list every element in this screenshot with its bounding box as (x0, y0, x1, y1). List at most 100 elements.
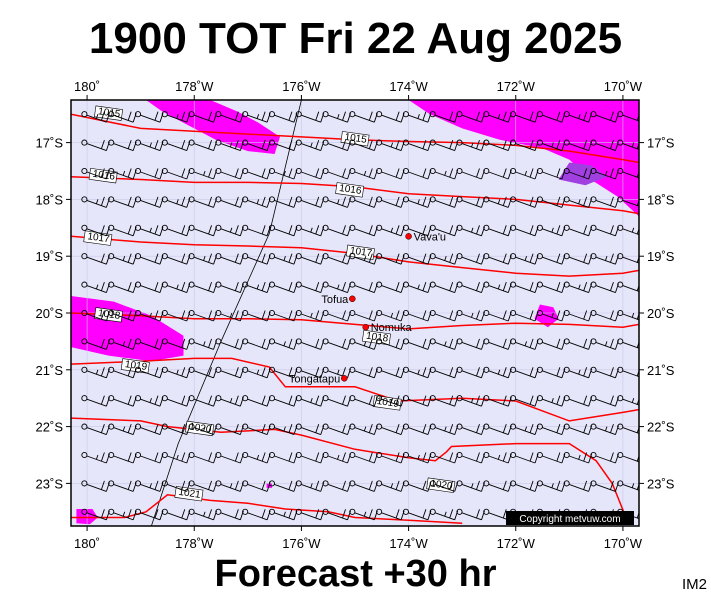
wind-barb (295, 253, 325, 265)
wind-barb (242, 366, 271, 379)
place-label: Nomuka (371, 322, 413, 334)
wind-barb (510, 139, 539, 152)
wind-barb (349, 253, 378, 265)
x-tick-label-bottom: 170˚W (604, 536, 643, 551)
x-tick-label-bottom: 178˚W (175, 536, 214, 551)
wind-barb (590, 253, 619, 265)
wind-barb (483, 224, 512, 237)
wind-barb (295, 423, 325, 436)
x-tick-label-top: 180˚ (74, 79, 100, 94)
wind-barb-layer (81, 111, 639, 521)
wind-barb (429, 423, 459, 436)
isobar-line (71, 357, 639, 422)
wind-barb (563, 423, 593, 436)
wind-barb (295, 196, 325, 208)
wind-barb (456, 366, 485, 379)
wind-barb (402, 224, 432, 237)
wind-barb (268, 366, 298, 379)
y-tick-label-left: 21˚S (36, 363, 64, 378)
wind-barb (268, 167, 298, 180)
y-tick-label-left: 18˚S (36, 192, 64, 207)
place-marker (405, 233, 412, 240)
x-tick-label-top: 172˚W (497, 79, 536, 94)
wind-barb (536, 281, 566, 294)
wind-barb (295, 309, 325, 322)
place-marker (362, 323, 369, 331)
wind-barb (483, 395, 512, 407)
wind-barb (161, 395, 191, 407)
x-tick-label-top: 170˚W (604, 79, 643, 94)
image-code: IM2 (681, 576, 707, 593)
wind-barb (242, 309, 271, 322)
wind-barb (349, 451, 378, 464)
y-tick-label-left: 17˚S (36, 136, 64, 151)
wind-barb (349, 196, 378, 208)
wind-barb (483, 508, 512, 521)
wind-barb (242, 508, 271, 521)
place-layer: Vava'u Tofua Nomuka Tongatapu (289, 231, 446, 385)
y-tick-label-left: 22˚S (36, 420, 64, 435)
x-tick-label-bottom: 180˚ (74, 536, 100, 551)
copyright-text: Copyright metvuw.com (519, 514, 620, 525)
wind-barb (376, 167, 405, 180)
copyright-box: Copyright metvuw.com (506, 511, 634, 525)
wind-barb (590, 338, 619, 350)
wind-barb (429, 508, 459, 521)
isobar-line (71, 312, 639, 330)
wind-barb (108, 167, 137, 180)
wind-barb (108, 196, 137, 208)
wind-barb (483, 480, 512, 492)
y-tick-label-right: 22˚S (647, 420, 675, 435)
isobar-line (71, 175, 639, 215)
wind-barb (108, 253, 137, 265)
rain-area-heavy (558, 162, 607, 186)
wind-barb (295, 111, 325, 123)
y-tick-label-right: 18˚S (647, 192, 675, 207)
wind-barb (268, 196, 298, 208)
wind-barb (134, 366, 164, 379)
wind-barb (295, 338, 325, 350)
wind-barb (295, 281, 325, 294)
wind-barb (81, 167, 110, 180)
rain-area-light (408, 100, 639, 217)
wind-barb (215, 480, 244, 492)
wind-barb (161, 366, 191, 379)
wind-barb (429, 309, 459, 322)
wind-barb (563, 139, 593, 152)
svg-text:1016: 1016 (92, 169, 116, 183)
wind-barb (134, 480, 164, 492)
x-tick-label-bottom: 176˚W (282, 536, 321, 551)
place-label: Vava'u (414, 231, 446, 243)
isobar-label: 1016 (88, 168, 118, 184)
wind-barb (349, 309, 378, 322)
wind-barb (134, 451, 164, 464)
wind-barb (161, 338, 191, 350)
wind-barb (134, 423, 164, 436)
wind-barb (134, 167, 164, 180)
wind-barb (483, 167, 512, 180)
x-tick-label-bottom: 174˚W (389, 536, 428, 551)
wind-barb (108, 338, 137, 350)
wind-barb (322, 395, 351, 407)
y-tick-label-right: 17˚S (647, 136, 675, 151)
wind-barb (188, 395, 217, 407)
y-tick-label-right: 21˚S (647, 363, 675, 378)
wind-barb (215, 253, 244, 265)
wind-barb (268, 281, 298, 294)
wind-barb (456, 395, 485, 407)
wind-barb (536, 338, 566, 350)
svg-text:1016: 1016 (339, 183, 363, 197)
wind-barb (402, 423, 432, 436)
forecast-label: Forecast +30 hr (214, 553, 497, 595)
wind-barb (483, 309, 512, 322)
x-tick-label-top: 174˚W (389, 79, 428, 94)
wind-barb (322, 480, 351, 492)
y-tick-label-right: 19˚S (647, 249, 675, 264)
axis-ticks: 180˚ 180˚ 178˚W 178˚W 176˚W 176˚W 174˚W 174˚W 17… (36, 79, 675, 551)
wind-barb (563, 253, 593, 265)
wind-barb (268, 451, 298, 464)
wind-barb (456, 281, 485, 294)
wind-barb (242, 395, 271, 407)
wind-barb (456, 196, 485, 208)
